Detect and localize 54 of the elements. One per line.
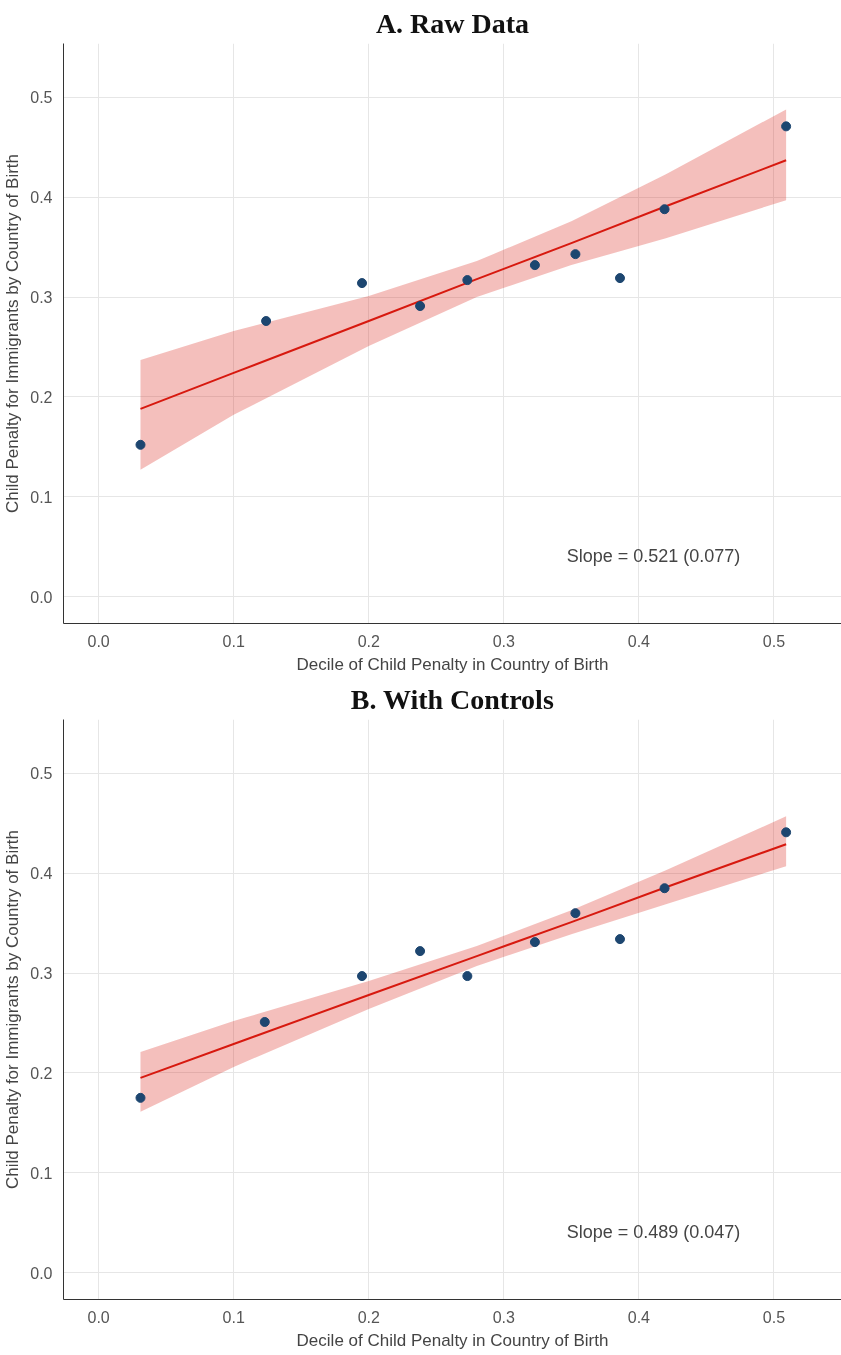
point	[462, 971, 473, 982]
x-tick-label: 0.0	[87, 1308, 110, 1326]
y-tick-label: 0.0	[30, 1264, 53, 1282]
y-tick-label: 0.1	[30, 1164, 53, 1182]
point	[357, 971, 367, 982]
point	[261, 316, 272, 327]
y-tick-label: 0.5	[30, 89, 53, 107]
x-tick-label: 0.5	[762, 632, 786, 650]
x-tick-label: 0.1	[222, 632, 245, 650]
x-axis-title: Decile of Child Penalty in Country of Birth	[296, 1330, 609, 1350]
y-tick-label: 0.0	[30, 588, 53, 606]
point	[781, 827, 792, 838]
point	[135, 439, 146, 450]
point	[570, 908, 581, 919]
chart-title: B. With Controls	[350, 683, 554, 715]
annotation: Slope = 0.489 (0.047)	[566, 1221, 741, 1242]
y-tick-label: 0.5	[30, 765, 53, 783]
point	[529, 937, 540, 948]
point	[570, 249, 581, 260]
y-axis-title: Child Penalty for Immigrants by Country of Birth	[3, 829, 23, 1190]
x-tick-label: 0.1	[222, 1308, 245, 1326]
y-tick-label: 0.3	[30, 289, 53, 307]
x-tick-label: 0.2	[357, 632, 380, 650]
y-tick-label: 0.4	[30, 189, 53, 207]
point	[614, 273, 625, 284]
x-tick-label: 0.3	[492, 632, 516, 650]
x-tick-label: 0.0	[87, 632, 110, 650]
point	[462, 275, 473, 286]
y-tick-label: 0.1	[30, 488, 53, 506]
point	[659, 883, 670, 894]
x-tick-label: 0.3	[492, 1308, 516, 1326]
x-tick-label: 0.5	[762, 1308, 786, 1326]
x-tick-label: 0.4	[627, 1308, 651, 1326]
x-axis-title: Decile of Child Penalty in Country of Birth	[296, 654, 609, 674]
y-tick-label: 0.4	[30, 865, 53, 883]
chart-title: A. Raw Data	[375, 7, 530, 39]
x-tick-label: 0.2	[357, 1308, 380, 1326]
x-tick-label: 0.4	[627, 632, 651, 650]
annotation: Slope = 0.521 (0.077)	[566, 545, 741, 566]
point	[614, 934, 625, 945]
point	[259, 1016, 270, 1027]
y-tick-label: 0.3	[30, 965, 53, 983]
y-tick-label: 0.2	[30, 1064, 53, 1082]
point	[781, 121, 792, 132]
point	[529, 260, 540, 271]
point	[659, 204, 670, 215]
point	[357, 278, 367, 289]
point	[415, 301, 426, 312]
line-series	[139, 843, 788, 1079]
line-series	[139, 159, 788, 410]
point	[135, 1092, 146, 1103]
y-tick-label: 0.2	[30, 388, 53, 406]
y-axis-title: Child Penalty for Immigrants by Country of Birth	[3, 153, 23, 514]
point	[415, 946, 426, 957]
